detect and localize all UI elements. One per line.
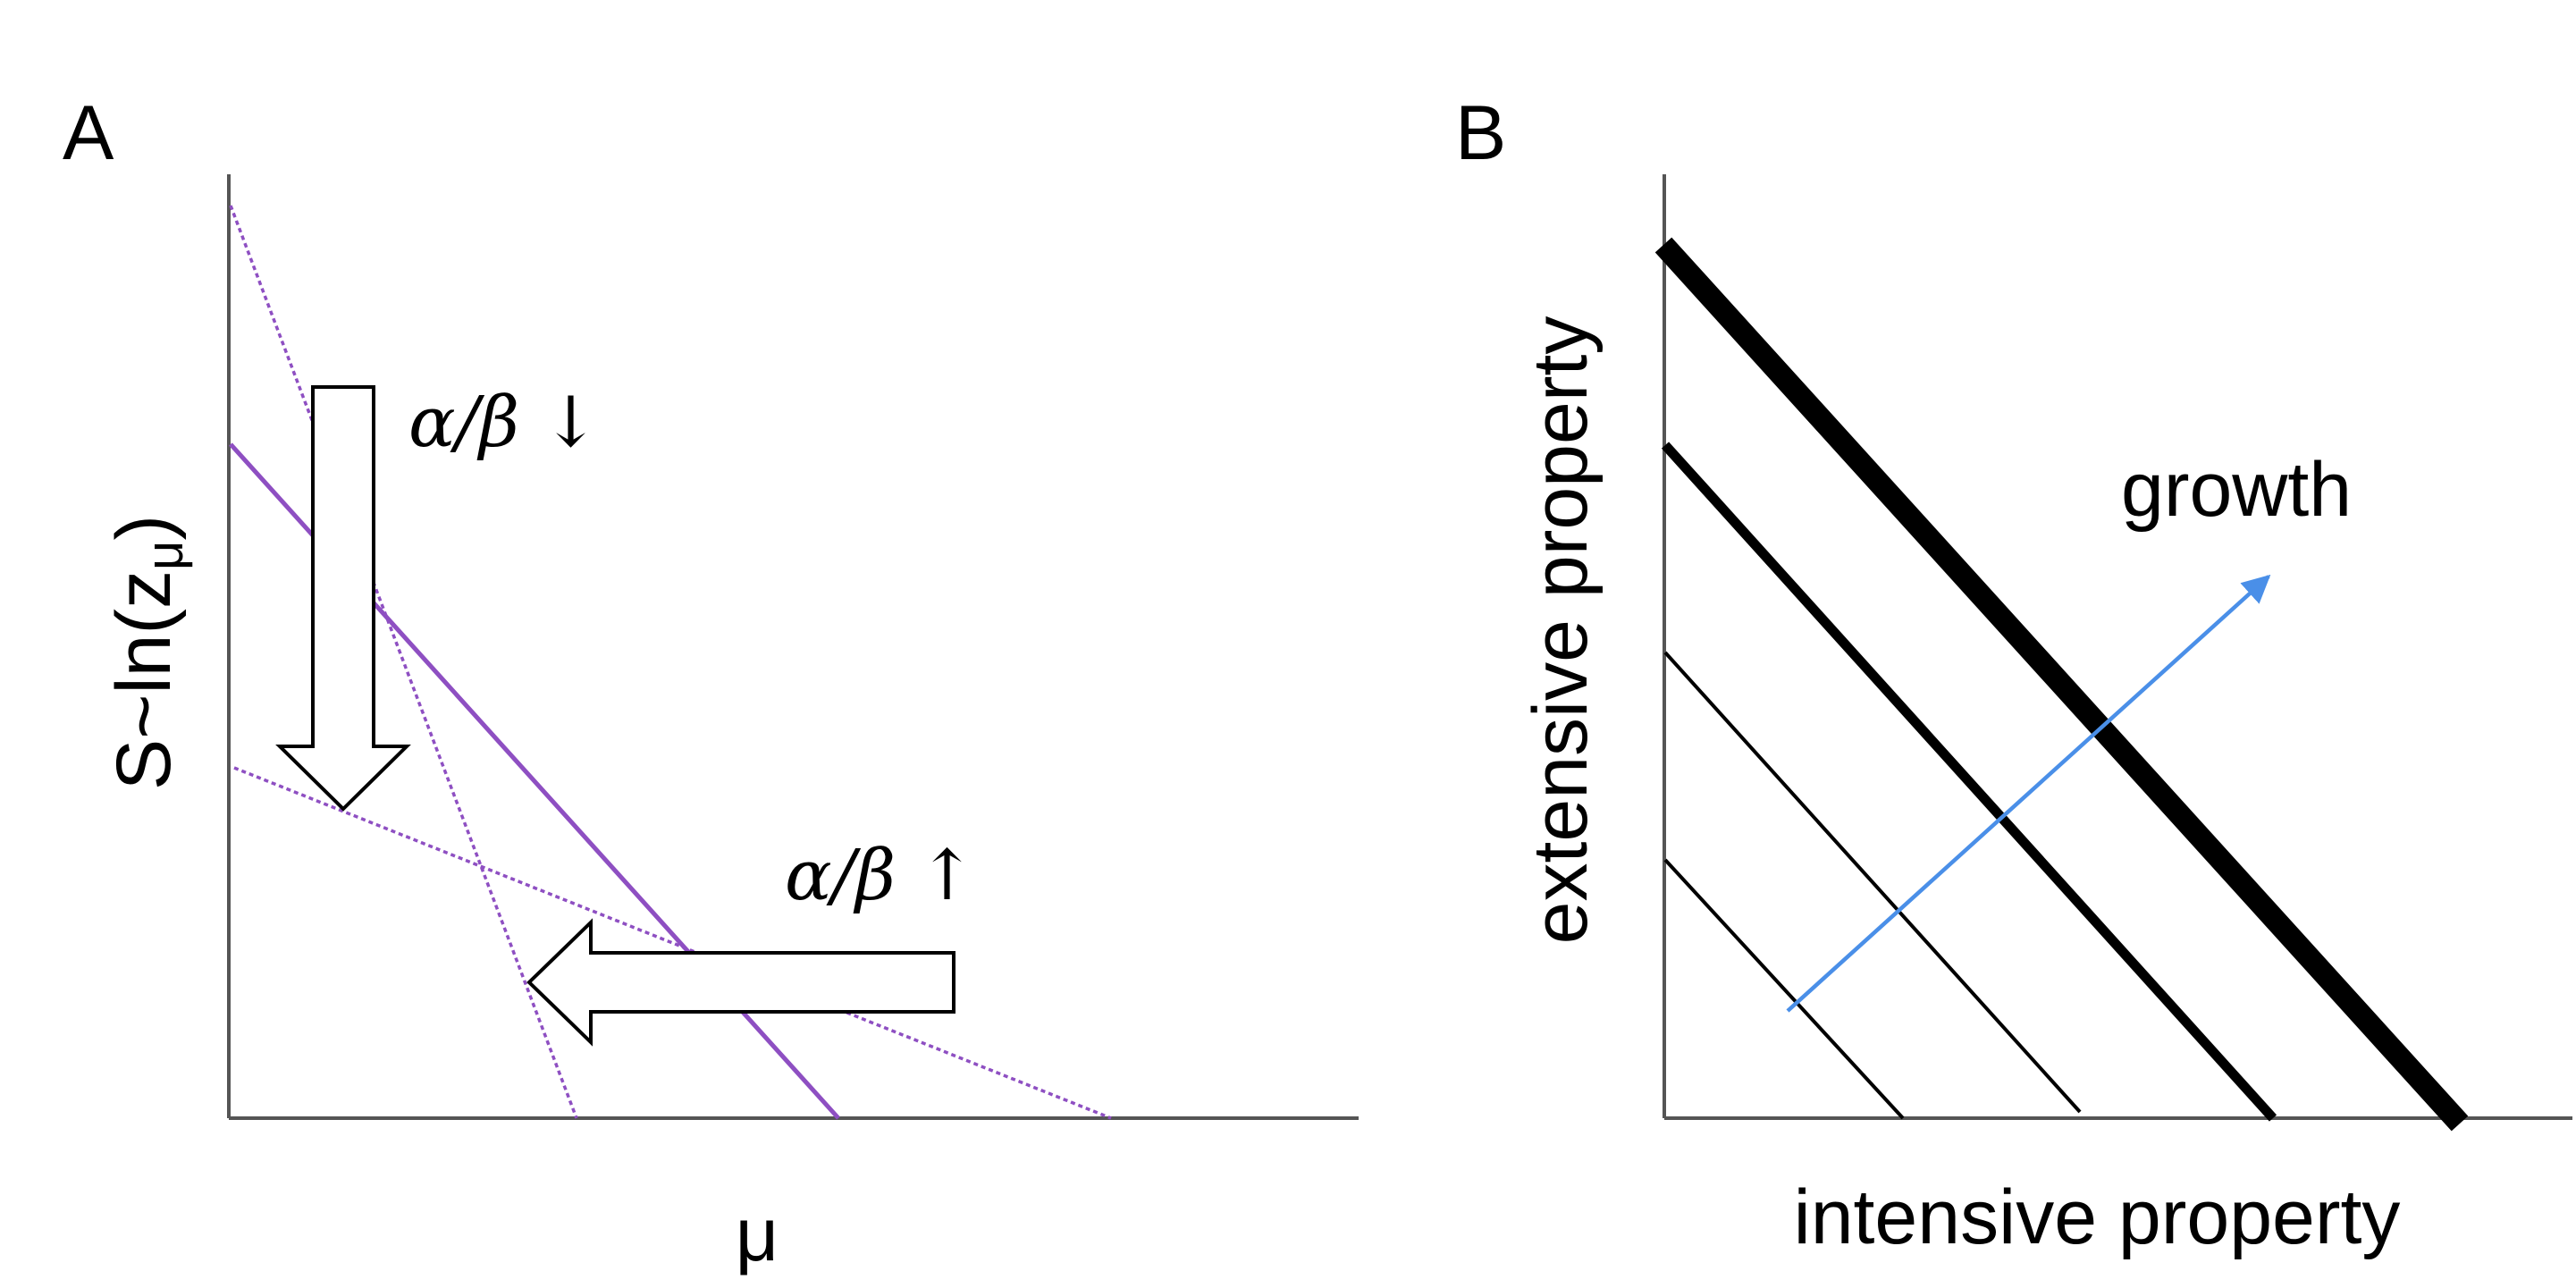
panel-a-y-axis-label-close: ) bbox=[101, 515, 187, 541]
panel-b: B growth intensive property extensive pr… bbox=[1455, 90, 2572, 1260]
panel-b-growth-arrow bbox=[1786, 574, 2271, 1013]
panel-b-isoline-4 bbox=[1654, 237, 2469, 1132]
panel-a-down-arrow bbox=[275, 385, 411, 812]
panel-a-letter: A bbox=[63, 90, 114, 176]
panel-b-y-axis-label: extensive property bbox=[1518, 316, 1604, 945]
panel-b-growth-label: growth bbox=[2121, 447, 2352, 533]
panel-a-left-arrow bbox=[526, 918, 955, 1047]
panel-b-isoline-2 bbox=[1663, 651, 2082, 1114]
panel-a-annotation-down: α/β ↓ bbox=[408, 383, 600, 463]
panel-b-x-axis-label: intensive property bbox=[1794, 1174, 2401, 1260]
panel-b-letter: B bbox=[1455, 90, 1506, 176]
panel-a-x-axis-label: μ bbox=[736, 1192, 779, 1276]
panel-a-dotted-shallow-line bbox=[233, 766, 1112, 1120]
panel-a-y-axis-label: S~ln(zμ) bbox=[101, 515, 194, 790]
panel-b-isoline-1 bbox=[1663, 858, 1905, 1120]
panel-a-y-axis-label-sub: μ bbox=[136, 541, 194, 570]
panel-a-annotation-up: α/β ↑ bbox=[785, 836, 976, 916]
panel-a: A α/β ↓ α/β ↑ μ S~ln(zμ) bbox=[63, 90, 1359, 1276]
panel-a-y-axis-label-main: S~ln(z bbox=[101, 570, 187, 790]
panel-a-dotted-steep-line bbox=[229, 205, 578, 1119]
panel-b-isoline-3 bbox=[1661, 442, 2277, 1122]
